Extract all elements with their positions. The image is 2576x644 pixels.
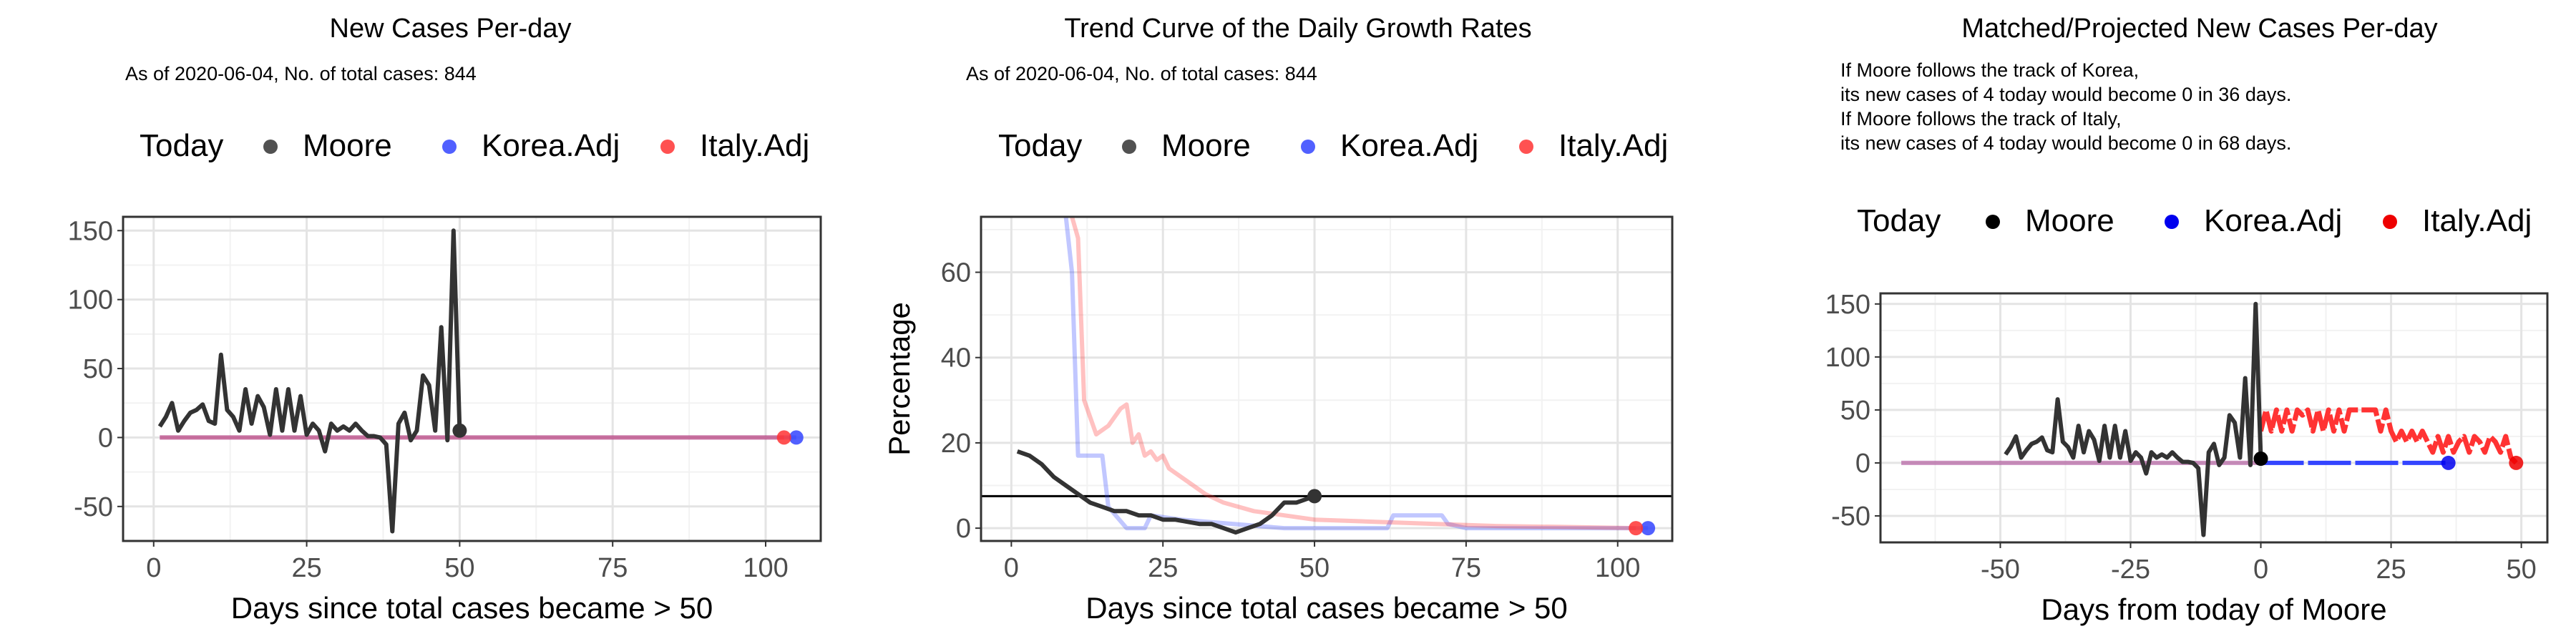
plot-border [1879, 292, 2549, 544]
x-tick-label: 100 [1595, 553, 1640, 583]
today-point-italy-adj [2509, 455, 2524, 470]
legend-label: Moore [1161, 128, 1251, 163]
today-point-italy-adj [776, 430, 791, 445]
chart-svg-2: Trend Curve of the Daily Growth Rates As … [882, 14, 1674, 625]
x-tick-label: 0 [2253, 555, 2268, 585]
y-tick-label: 50 [83, 354, 113, 384]
grid [123, 217, 821, 541]
y-tick-label: 150 [68, 216, 113, 246]
annotation-line: its new cases of 4 today would become 0 … [1840, 84, 2291, 105]
legend-key-moore [1986, 215, 2000, 229]
series-line-moore [157, 228, 462, 534]
legend-label: Korea.Adj [2204, 203, 2342, 238]
x-tick-label: -50 [1981, 555, 2020, 585]
x-tick-label: -25 [2111, 555, 2150, 585]
chart-subtitle: As of 2020-06-04, No. of total cases: 84… [125, 63, 477, 84]
legend-label: Italy.Adj [1558, 128, 1668, 163]
legend-key-korea-adj [1301, 140, 1315, 154]
x-axis-label: Days from today of Moore [2041, 592, 2386, 626]
chart-title: Trend Curve of the Daily Growth Rates [1064, 14, 1531, 44]
x-tick-label: 75 [1451, 553, 1481, 583]
legend-key-moore [263, 140, 278, 154]
y-tick-label: 0 [1855, 449, 1870, 479]
legend-label: Italy.Adj [2422, 203, 2532, 238]
plot-area [1901, 301, 2518, 537]
x-tick-label: 25 [291, 553, 321, 583]
legend-title: Today [1857, 203, 1941, 238]
legend-label: Moore [2025, 203, 2114, 238]
y-tick-label: 20 [941, 429, 971, 459]
x-axis-label: Days since total cases became > 50 [231, 591, 713, 625]
x-tick-label: 0 [146, 553, 161, 583]
y-tick-label: 150 [1825, 290, 1870, 320]
annotation-line: If Moore follows the track of Italy, [1840, 108, 2122, 130]
legend-key-italy-adj [1519, 140, 1533, 154]
x-tick-label: 75 [597, 553, 628, 583]
legend-label: Italy.Adj [700, 128, 809, 163]
today-point-moore [1307, 489, 1322, 504]
legend-label: Korea.Adj [482, 128, 620, 163]
x-tick-label: 25 [1148, 553, 1178, 583]
today-point-korea-adj [1641, 521, 1656, 536]
today-point-korea-adj [2441, 455, 2456, 470]
legend: Today Moore Korea.Adj Italy.Adj [140, 128, 809, 163]
x-tick-label: 50 [444, 553, 474, 583]
y-tick-label: 0 [956, 514, 971, 544]
legend-title: Today [998, 128, 1082, 163]
series-line-moore [2004, 301, 2263, 537]
y-axis-label: Percentage [882, 302, 916, 456]
legend: Today Moore Korea.Adj Italy.Adj [998, 128, 1668, 163]
y-tick-label: -50 [1831, 502, 1870, 532]
plot-border [122, 215, 822, 542]
y-tick-label: -50 [74, 492, 113, 522]
today-point-korea-adj [789, 430, 804, 445]
x-tick-label: 50 [2506, 555, 2536, 585]
x-tick-label: 50 [1299, 553, 1330, 583]
plot-border [980, 215, 1674, 542]
legend-key-italy-adj [660, 140, 675, 154]
chart-svg-1: New Cases Per-day As of 2020-06-04, No. o… [68, 14, 822, 625]
today-point-moore [452, 423, 467, 438]
series-line-italy-adj [1070, 217, 1636, 531]
series-line-korea-adj [1063, 217, 1649, 531]
grid [1880, 293, 2547, 542]
x-tick-label: 0 [1004, 553, 1019, 583]
series-line-moore [1016, 449, 1316, 535]
legend-key-korea-adj [2165, 215, 2179, 229]
y-tick-label: 60 [941, 258, 971, 288]
y-tick-label: 100 [1825, 343, 1870, 373]
y-tick-label: 0 [98, 423, 113, 453]
chart-title: Matched/Projected New Cases Per-day [1961, 14, 2437, 44]
chart-projected-new-cases: Matched/Projected New Cases Per-day If Mo… [1717, 0, 2576, 644]
legend-key-korea-adj [442, 140, 457, 154]
legend-key-moore [1122, 140, 1136, 154]
annotation-line: If Moore follows the track of Korea, [1840, 59, 2139, 81]
x-tick-label: 25 [2376, 555, 2406, 585]
legend-key-italy-adj [2383, 215, 2397, 229]
series-line-italy-adj [2258, 407, 2518, 465]
plot-area [157, 228, 796, 534]
legend-label: Moore [303, 128, 392, 163]
chart-subtitle: As of 2020-06-04, No. of total cases: 84… [966, 63, 1317, 84]
chart-title: New Cases Per-day [330, 14, 572, 44]
x-axis-label: Days since total cases became > 50 [1085, 591, 1568, 625]
y-tick-label: 40 [941, 343, 971, 374]
chart-growth-rate-trend: Trend Curve of the Daily Growth Rates As … [859, 0, 1717, 644]
legend-label: Korea.Adj [1340, 128, 1478, 163]
chart-svg-3: Matched/Projected New Cases Per-day If Mo… [1825, 14, 2549, 626]
today-point-moore [2253, 452, 2268, 467]
grid [981, 217, 1672, 541]
chart-new-cases-per-day: New Cases Per-day As of 2020-06-04, No. o… [0, 0, 859, 644]
y-tick-label: 100 [68, 286, 113, 316]
annotation-line: its new cases of 4 today would become 0 … [1840, 132, 2291, 154]
legend: Today Moore Korea.Adj Italy.Adj [1857, 203, 2532, 238]
x-tick-label: 100 [743, 553, 788, 583]
y-tick-label: 50 [1840, 396, 1870, 426]
legend-title: Today [140, 128, 223, 163]
plot-area [981, 217, 1672, 535]
today-point-italy-adj [1629, 521, 1644, 536]
